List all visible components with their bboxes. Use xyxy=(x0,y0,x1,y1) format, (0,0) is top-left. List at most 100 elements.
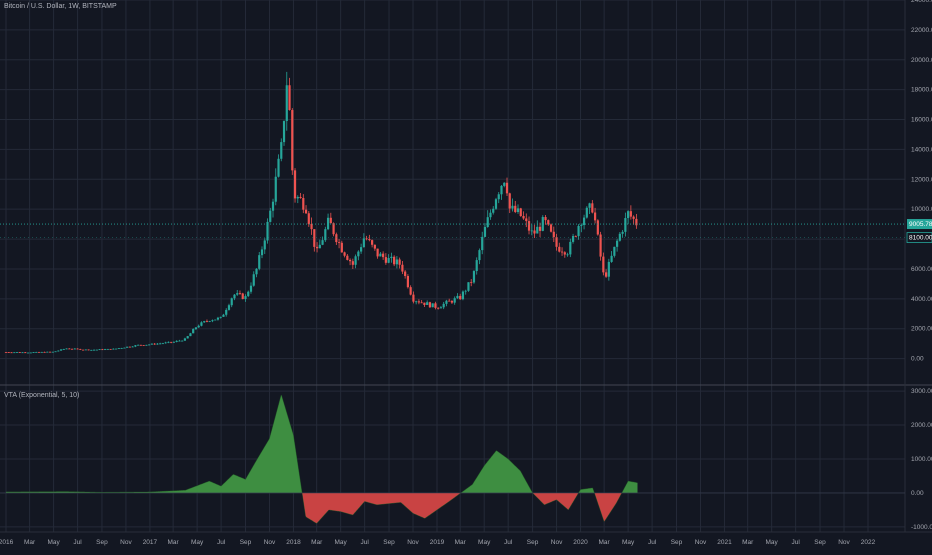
candle-body xyxy=(296,196,299,199)
price-axis-label: 22000.00 xyxy=(911,27,932,34)
candle-body xyxy=(376,248,379,257)
indicator-axis-label: 0.00 xyxy=(911,490,924,497)
candle-body xyxy=(307,213,310,224)
time-axis-label: 2021 xyxy=(717,539,732,546)
candle-body xyxy=(302,198,305,210)
symbol-title[interactable]: Bitcoin / U.S. Dollar, 1W, BITSTAMP xyxy=(4,3,117,10)
candle-body xyxy=(574,236,577,237)
candle-body xyxy=(434,303,437,308)
time-axis-label: Mar xyxy=(311,539,323,546)
candle-body xyxy=(70,348,74,350)
candle-body xyxy=(186,336,189,339)
candle-body xyxy=(365,238,368,240)
candle-body xyxy=(508,193,511,209)
candle-body xyxy=(390,256,393,259)
candle-body xyxy=(563,252,566,255)
price-axis-label: 12000.00 xyxy=(911,176,932,183)
time-axis-label: Sep xyxy=(96,539,108,546)
price-tag-box xyxy=(907,219,932,230)
candle-body xyxy=(348,259,352,262)
candle-body xyxy=(613,246,616,256)
time-axis-label: Jul xyxy=(73,539,82,546)
candle-body xyxy=(40,351,43,353)
candle-body xyxy=(291,110,294,171)
candle-body xyxy=(81,349,85,351)
candle-body xyxy=(126,346,129,348)
candle-body xyxy=(68,348,71,350)
candle-body xyxy=(423,302,426,305)
price-tag-box xyxy=(906,232,932,243)
candle-body xyxy=(607,261,610,277)
candle-body xyxy=(21,352,24,354)
time-axis-label: Mar xyxy=(168,539,180,546)
candle-body xyxy=(412,294,415,302)
candle-body xyxy=(304,209,308,214)
candle-body xyxy=(382,253,385,258)
candle-body xyxy=(87,349,90,351)
candle-body xyxy=(101,349,104,351)
candle-body xyxy=(544,217,547,221)
candle-body xyxy=(538,226,542,231)
candle-body xyxy=(417,301,421,303)
candle-body xyxy=(120,348,123,349)
candle-body xyxy=(219,316,222,318)
candle-body xyxy=(76,348,79,350)
candle-body xyxy=(395,259,398,265)
candle-body xyxy=(247,291,250,297)
candle-body xyxy=(164,342,167,344)
candle-body xyxy=(214,319,217,321)
candle-body xyxy=(448,300,451,302)
time-axis-label: May xyxy=(47,539,60,546)
candle-body xyxy=(103,349,107,351)
candle-body xyxy=(106,348,109,350)
indicator-axis-label: 2000.00 xyxy=(911,422,932,429)
time-axis-label: Mar xyxy=(24,539,36,546)
candle-body xyxy=(492,208,495,213)
candle-body xyxy=(172,341,176,343)
candle-body xyxy=(57,350,60,352)
candle-body xyxy=(401,264,404,272)
candle-body xyxy=(569,241,572,255)
candle-body xyxy=(54,351,57,353)
candle-body xyxy=(321,240,324,245)
candle-body xyxy=(591,203,594,213)
indicator-axis-label: -1000.00 xyxy=(911,524,932,531)
candle-body xyxy=(112,348,115,350)
candle-body xyxy=(329,217,332,224)
candle-body xyxy=(18,352,21,353)
candle-body xyxy=(593,212,597,221)
candle-body xyxy=(208,321,211,322)
candle-body xyxy=(32,352,35,354)
candle-body xyxy=(604,272,608,277)
candle-body xyxy=(582,217,586,226)
candle-body xyxy=(84,349,87,351)
candle-body xyxy=(527,221,531,231)
candle-body xyxy=(7,352,10,353)
candle-body xyxy=(585,207,588,218)
candle-body xyxy=(497,194,500,200)
price-tag-label: 9005.78 xyxy=(909,221,932,228)
indicator-title[interactable]: VTA (Exponential, 5, 10) xyxy=(4,392,80,399)
candle-body xyxy=(233,294,236,299)
candle-body xyxy=(59,349,63,351)
candle-body xyxy=(315,246,319,249)
candle-body xyxy=(285,85,288,122)
indicator-axis-label: 3000.00 xyxy=(911,388,932,395)
candle-body xyxy=(161,343,165,345)
candle-body xyxy=(552,231,555,238)
candle-body xyxy=(175,340,178,342)
candle-body xyxy=(288,85,291,111)
candle-body xyxy=(475,260,478,272)
indicator-line xyxy=(6,394,638,524)
candle-body xyxy=(522,216,525,219)
candle-body xyxy=(51,351,54,353)
candle-body xyxy=(197,325,200,328)
candle-body xyxy=(406,275,409,288)
time-axis-label: 2016 xyxy=(0,539,14,546)
candle-body xyxy=(379,253,382,257)
candle-body xyxy=(505,182,509,194)
candle-body xyxy=(368,239,371,241)
candle-body xyxy=(616,240,619,247)
